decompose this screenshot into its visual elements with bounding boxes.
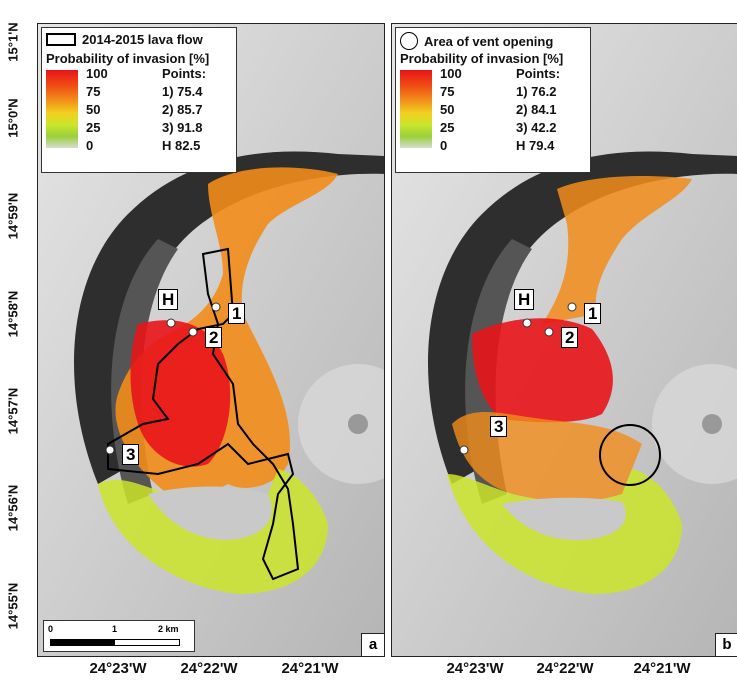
ramp-label-25: 25: [440, 120, 455, 135]
point-3-marker: [459, 445, 469, 455]
scale-label-2km: 2 km: [158, 624, 179, 634]
panel-letter-a: a: [361, 633, 384, 656]
ramp-label-50: 50: [86, 102, 101, 117]
point-1-label: 1: [228, 303, 246, 324]
point-3-label: 3: [490, 416, 508, 437]
point-value-h: H 82.5: [162, 138, 201, 153]
map-panel-a: 2014-2015 lava flow Probability of invas…: [37, 23, 385, 657]
legend-a: 2014-2015 lava flow Probability of invas…: [41, 27, 237, 173]
lon-label-b-24-22: 24°22'W: [536, 660, 594, 677]
ramp-label-75: 75: [440, 84, 455, 99]
ramp-label-75: 75: [86, 84, 101, 99]
point-2-label: 2: [561, 327, 579, 348]
lon-label-a-24-23: 24°23'W: [89, 660, 147, 677]
ramp-label-0: 0: [86, 138, 94, 153]
point-value-2: 2) 84.1: [516, 102, 557, 117]
point-1-label: 1: [584, 303, 602, 324]
point-value-1: 1) 75.4: [162, 84, 203, 99]
lon-label-a-24-22: 24°22'W: [180, 660, 238, 677]
point-h-label: H: [514, 289, 535, 310]
vent-area-circle-icon: [400, 32, 418, 50]
point-value-3: 3) 42.2: [516, 120, 557, 135]
lon-label-b-24-23: 24°23'W: [446, 660, 504, 677]
legend-b: Area of vent opening Probability of inva…: [395, 27, 591, 173]
legend-symbol-label: 2014-2015 lava flow: [82, 32, 203, 47]
point-value-3: 3) 91.8: [162, 120, 203, 135]
scale-label-0: 0: [48, 624, 54, 634]
point-2-marker: [188, 327, 198, 337]
legend-symbol-label: Area of vent opening: [424, 33, 554, 49]
lon-label-b-24-21: 24°21'W: [633, 660, 691, 677]
points-title: Points:: [516, 66, 561, 81]
lon-label-a-24-21: 24°21'W: [281, 660, 339, 677]
probability-color-ramp: [46, 70, 78, 148]
panel-letter-b: b: [715, 633, 737, 656]
lava-flow-outline-icon: [46, 33, 76, 46]
scale-bar: 0 1 2 km: [43, 620, 195, 652]
ramp-label-0: 0: [440, 138, 448, 153]
point-3-marker: [105, 445, 115, 455]
point-2-marker: [544, 327, 554, 337]
point-h-marker: [166, 318, 176, 328]
point-value-2: 2) 85.7: [162, 102, 203, 117]
point-1-marker: [567, 302, 577, 312]
ramp-label-25: 25: [86, 120, 101, 135]
point-h-marker: [522, 318, 532, 328]
point-3-label: 3: [122, 444, 140, 465]
legend-title: Probability of invasion [%]: [46, 51, 210, 66]
probability-color-ramp: [400, 70, 432, 148]
point-2-label: 2: [205, 327, 223, 348]
ramp-label-100: 100: [86, 66, 108, 81]
points-title: Points:: [162, 66, 207, 81]
point-value-h: H 79.4: [516, 138, 555, 153]
point-1-marker: [211, 302, 221, 312]
point-h-label: H: [158, 289, 179, 310]
point-value-1: 1) 76.2: [516, 84, 557, 99]
ramp-label-50: 50: [440, 102, 455, 117]
ramp-label-100: 100: [440, 66, 462, 81]
scale-label-1: 1: [112, 624, 118, 634]
legend-title: Probability of invasion [%]: [400, 51, 564, 66]
map-panel-b: Area of vent opening Probability of inva…: [391, 23, 737, 657]
